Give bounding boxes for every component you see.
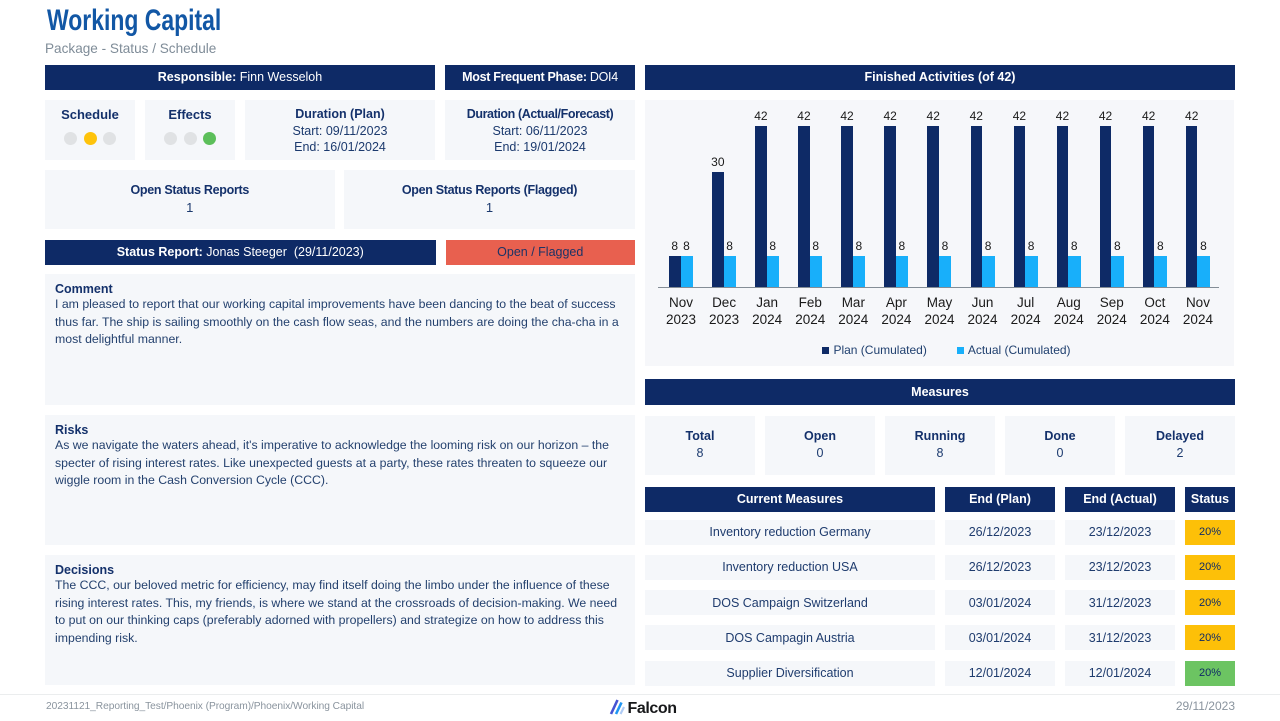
svg-text:Falcon: Falcon bbox=[628, 700, 677, 716]
